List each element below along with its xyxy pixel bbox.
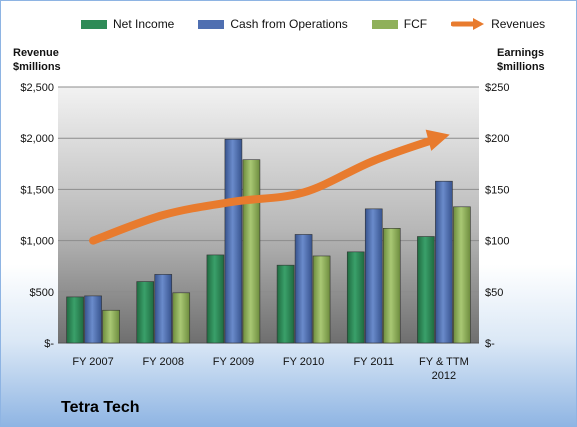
right-tick-label: $200 bbox=[485, 133, 509, 145]
legend-swatch-cash-from-operations bbox=[198, 19, 225, 29]
legend-label-net-income: Net Income bbox=[113, 17, 175, 31]
left-axis-title: Revenue $millions bbox=[13, 46, 61, 74]
x-tick-label: FY & TTM 2012 bbox=[419, 356, 469, 382]
bar-fcf bbox=[102, 309, 120, 344]
legend-swatch-fcf bbox=[371, 19, 398, 29]
bar-fcf bbox=[453, 206, 471, 344]
bar-cash-from-operations bbox=[84, 295, 102, 344]
bar-cash-from-operations bbox=[154, 274, 173, 344]
left-tick-label: $1,000 bbox=[20, 236, 54, 248]
x-tick-label: FY 2010 bbox=[283, 356, 324, 368]
x-tick-label: FY 2011 bbox=[353, 356, 394, 368]
legend-swatch-net-income bbox=[81, 19, 107, 29]
left-axis-title-line-1: Revenue bbox=[13, 47, 59, 59]
left-tick-label: $2,000 bbox=[20, 133, 54, 145]
left-axis: $- $500 $1,000 $1,500 $2,000 $2,500 bbox=[20, 82, 54, 350]
x-tick-label-line: FY 2009 bbox=[213, 356, 254, 368]
bar-net-income bbox=[417, 236, 435, 344]
x-tick-label-line: FY 2007 bbox=[72, 356, 113, 368]
left-tick-label: $500 bbox=[30, 287, 54, 299]
legend-item-net-income: Net Income bbox=[81, 17, 174, 31]
legend-item-revenues: Revenues bbox=[451, 17, 545, 31]
bar-cash-from-operations bbox=[435, 180, 453, 344]
legend-label-cash-from-operations: Cash from Operations bbox=[230, 17, 348, 31]
bar-cash-from-operations bbox=[294, 234, 313, 344]
left-tick-label: $1,500 bbox=[20, 184, 54, 196]
right-axis-title-line-1: Earnings bbox=[497, 47, 545, 59]
right-axis: $- $50 $100 $150 $200 $250 bbox=[485, 82, 509, 350]
bar-net-income bbox=[136, 281, 155, 344]
right-tick-label: $50 bbox=[485, 287, 503, 299]
revenue-line bbox=[89, 136, 437, 245]
revenue-series bbox=[89, 129, 450, 245]
right-tick-label: $100 bbox=[485, 236, 509, 248]
legend-item-cash-from-operations: Cash from Operations bbox=[198, 17, 348, 31]
legend-label-fcf: FCF bbox=[403, 17, 428, 31]
x-tick-label-line: 2012 bbox=[432, 370, 456, 382]
legend-item-fcf: FCF bbox=[371, 17, 428, 31]
bar-net-income bbox=[206, 254, 225, 344]
bars bbox=[66, 138, 471, 344]
left-tick-label: $- bbox=[44, 338, 54, 350]
bar-cash-from-operations bbox=[224, 138, 243, 344]
right-axis-title: Earnings $millions bbox=[497, 46, 545, 74]
x-tick-label: FY 2009 bbox=[213, 356, 254, 368]
revenue-arrowhead bbox=[425, 129, 450, 151]
left-axis-title-line-2: $millions bbox=[13, 61, 61, 73]
x-tick-label-line: FY & TTM bbox=[419, 356, 469, 368]
x-axis: FY 2007 FY 2008 FY 2009 FY 2010 FY 2011 FY & … bbox=[72, 356, 468, 382]
company-name: Tetra Tech bbox=[61, 399, 140, 416]
bar-fcf bbox=[242, 159, 261, 344]
bar-net-income bbox=[66, 296, 84, 344]
bar-fcf bbox=[382, 228, 401, 344]
legend: Net Income Cash from Operations FCF Reve… bbox=[81, 17, 569, 31]
plot-area bbox=[58, 87, 479, 343]
right-axis-title-line-2: $millions bbox=[497, 61, 545, 73]
arrow-icon bbox=[451, 18, 485, 30]
right-tick-label: $250 bbox=[485, 82, 509, 94]
right-tick-label: $150 bbox=[485, 184, 509, 196]
x-tick-label-line: FY 2010 bbox=[283, 356, 324, 368]
gridlines bbox=[58, 86, 479, 344]
bar-cash-from-operations bbox=[364, 208, 383, 344]
x-tick-label: FY 2008 bbox=[143, 356, 184, 368]
x-tick-label: FY 2007 bbox=[72, 356, 113, 368]
bar-net-income bbox=[346, 251, 365, 344]
x-tick-label-line: FY 2008 bbox=[143, 356, 184, 368]
bar-net-income bbox=[276, 264, 295, 344]
right-tick-label: $- bbox=[485, 338, 495, 350]
legend-label-revenues: Revenues bbox=[491, 17, 546, 31]
bar-fcf bbox=[172, 292, 191, 344]
left-tick-label: $2,500 bbox=[20, 82, 54, 94]
bar-fcf bbox=[312, 255, 331, 344]
x-tick-label-line: FY 2011 bbox=[353, 356, 394, 368]
